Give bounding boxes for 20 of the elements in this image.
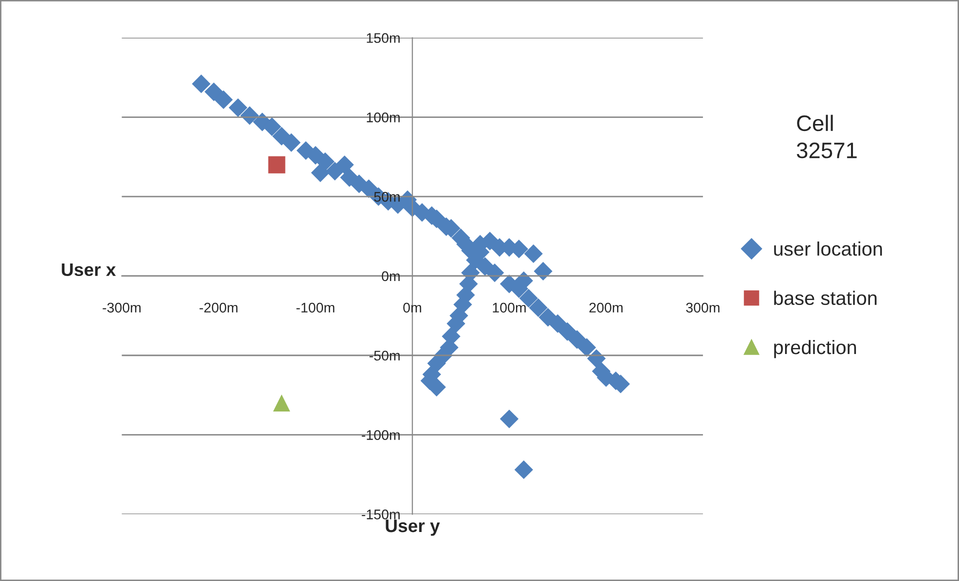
x-tick-label: -200m — [200, 302, 238, 313]
legend-label: base station — [774, 290, 876, 306]
y-tick-label: 150m — [366, 33, 400, 43]
y-tick-label: -150m — [362, 510, 400, 520]
x-tick-label: 100m — [492, 302, 526, 313]
x-tick-label: 300m — [686, 302, 720, 313]
x-tick-label: 0m — [403, 302, 422, 313]
y-tick-label: 0m — [382, 271, 400, 282]
x-axis-title: User y — [386, 520, 440, 536]
y-tick-label: 50m — [374, 192, 400, 202]
legend-label: user location — [774, 241, 882, 256]
y-tick-label: -50m — [370, 350, 400, 361]
x-tick-label: -300m — [102, 302, 141, 313]
legend-label: prediction — [774, 340, 856, 358]
x-tick-label: 200m — [589, 302, 623, 313]
x-tick-label: -100m — [296, 302, 334, 313]
y-tick-label: 100m — [366, 112, 400, 122]
y-axis-title: User x — [62, 263, 116, 276]
text: Cell 32571 — [796, 114, 857, 158]
y-tick-label: -100m — [362, 430, 400, 440]
